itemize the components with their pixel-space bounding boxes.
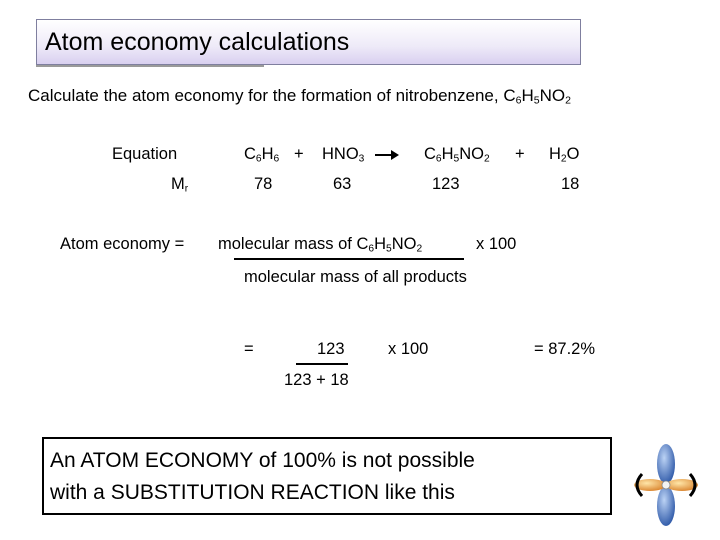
calc-denominator: 123 + 18 (284, 371, 349, 389)
mr-value: 78 (254, 175, 273, 193)
reactant-benzene: C6H6 (244, 145, 280, 165)
reactant-nitric-acid: HNO3 (322, 145, 365, 165)
mr-value: 123 (432, 175, 460, 193)
formula-denominator: molecular mass of all products (244, 268, 467, 286)
product-nitrobenzene: C6H5NO2 (424, 145, 490, 165)
reaction-arrow-icon (375, 150, 399, 160)
conclusion-box: An ATOM ECONOMY of 100% is not possible … (42, 437, 612, 515)
title-underline (36, 65, 264, 67)
title-banner: Atom economy calculations (36, 19, 581, 65)
formula-lhs: Atom economy = (60, 235, 185, 253)
calc-numerator: 123 (317, 340, 345, 358)
product-water: H2O (549, 145, 580, 165)
plus-sign-1: + (294, 145, 304, 163)
mr-value: 18 (561, 175, 580, 193)
formula-fraction-bar (234, 258, 464, 260)
slide-title: Atom economy calculations (45, 28, 350, 56)
question-text: Calculate the atom economy for the forma… (28, 86, 571, 107)
plus-sign-2: + (515, 145, 525, 163)
formula-numerator: molecular mass of C6H5NO2 (218, 235, 423, 255)
equation-label: Equation (112, 145, 178, 163)
p-orbital-icon (634, 444, 698, 526)
formula-times: x 100 (476, 235, 517, 253)
calc-equals: = (244, 340, 254, 358)
calc-times: x 100 (388, 340, 429, 358)
conclusion-line-2: with a SUBSTITUTION REACTION like this (50, 481, 455, 504)
calc-fraction-bar (296, 363, 348, 365)
mr-label: Mr (171, 175, 189, 195)
calc-result: = 87.2% (534, 340, 596, 358)
conclusion-line-1: An ATOM ECONOMY of 100% is not possible (50, 449, 475, 472)
mr-value: 63 (333, 175, 352, 193)
